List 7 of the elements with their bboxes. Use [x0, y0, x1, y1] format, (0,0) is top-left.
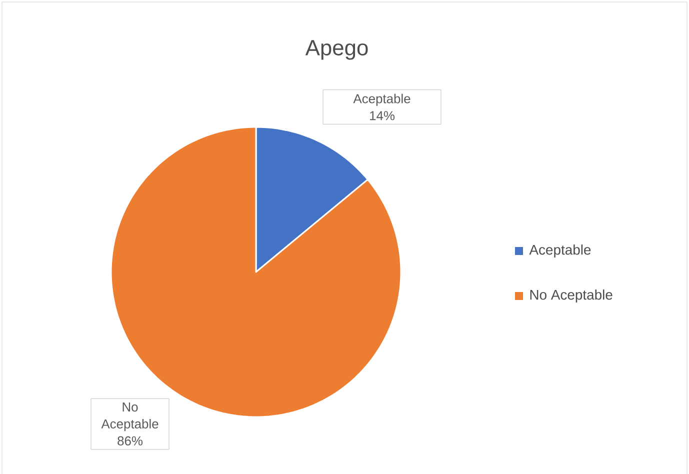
slice-label: Aceptable: [353, 94, 410, 106]
chart-title: Apego: [305, 40, 368, 60]
data-label: 14%: [370, 111, 395, 120]
slice-label: No Aceptable: [101, 402, 158, 431]
legend-label: Aceptable: [529, 244, 591, 258]
data-label: 86%: [118, 436, 143, 446]
legend-label: No Aceptable: [530, 289, 612, 302]
